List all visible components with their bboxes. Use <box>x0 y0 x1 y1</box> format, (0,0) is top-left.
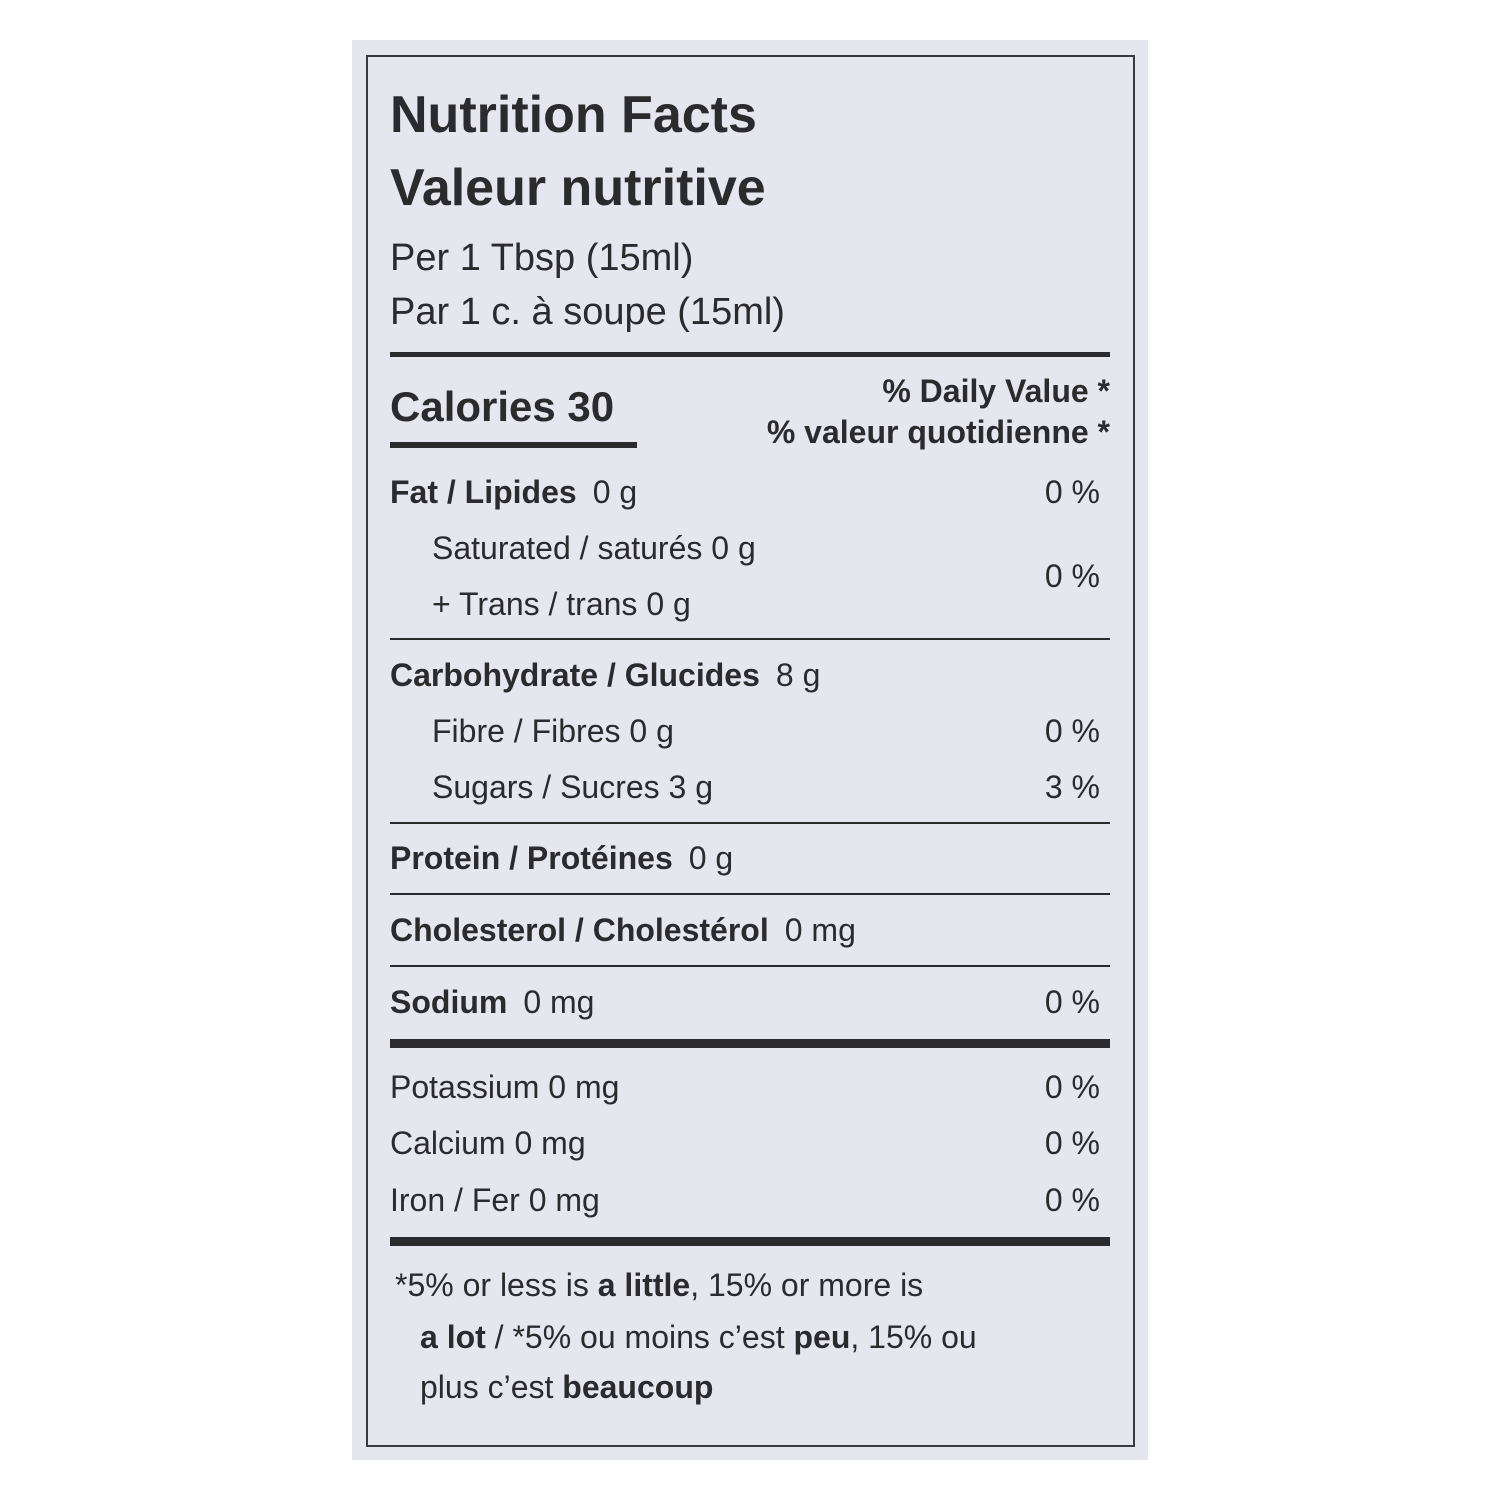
serving: Per 1 Tbsp (15ml) <box>390 237 694 279</box>
nutrient: Calcium 0 mg <box>390 1125 586 1161</box>
nutrient: Iron / Fer 0 mg <box>390 1182 600 1218</box>
nutrient-amount: 0 mg <box>523 984 595 1020</box>
title: Nutrition Facts <box>390 86 757 144</box>
nutrient: Potassium 0 mg <box>390 1069 620 1105</box>
footnote-line: *5% or less is a little, 15% or more is <box>395 1269 923 1301</box>
nutrient-name: Protein / Protéines <box>390 840 673 876</box>
rule <box>390 1237 1110 1246</box>
daily-value: 0 % <box>1044 984 1100 1020</box>
rule <box>390 638 1110 640</box>
nutrient-amount: 0 g <box>688 840 734 876</box>
nutrient-name: Cholesterol / Cholestérol <box>390 912 769 948</box>
label-frame <box>366 55 1135 1447</box>
footnote-text: *5% or less is <box>395 1267 598 1303</box>
title-fr: Valeur nutritive <box>390 159 766 217</box>
footnote-text: / *5% ou moins c’est <box>485 1319 794 1355</box>
rule <box>390 893 1110 895</box>
daily-value-header: % Daily Value * <box>882 373 1110 409</box>
daily-value: 0 % <box>1044 1125 1100 1161</box>
nutrient-amount: 0 mg <box>784 912 856 948</box>
footnote-text: beaucoup <box>562 1369 714 1405</box>
calories: Calories 30 <box>390 383 615 430</box>
daily-value: 0 % <box>1044 1069 1100 1105</box>
rule <box>390 1039 1110 1048</box>
daily-value: 0 % <box>1044 474 1100 510</box>
footnote-text: peu <box>793 1319 851 1355</box>
daily-value: 3 % <box>1044 769 1100 805</box>
footnote-text: a lot <box>420 1319 486 1355</box>
nutrient-name: Fat / Lipides <box>390 474 577 510</box>
footnote-text: , 15% or more is <box>690 1267 924 1303</box>
nutrient: Sugars / Sucres 3 g <box>432 769 714 805</box>
label-background <box>352 40 1148 1460</box>
daily-value: 0 % <box>1044 558 1100 594</box>
footnote-text: plus c’est <box>420 1369 563 1405</box>
nutrient-amount: 0 g <box>592 474 638 510</box>
rule <box>390 822 1110 824</box>
nutrient: Saturated / saturés 0 g <box>432 530 756 566</box>
nutrient: Sodium 0 mg <box>390 986 594 1018</box>
nutrient: Cholesterol / Cholestérol 0 mg <box>390 914 856 946</box>
footnote-line: plus c’est beaucoup <box>420 1371 713 1403</box>
footnote-text: , 15% ou <box>850 1319 977 1355</box>
nutrient: Fibre / Fibres 0 g <box>432 713 674 749</box>
nutrient-name: Sodium <box>390 984 508 1020</box>
rule <box>390 965 1110 967</box>
footnote-line: a lot / *5% ou moins c’est peu, 15% ou <box>420 1321 977 1353</box>
footnote-text: a little <box>597 1267 691 1303</box>
daily-value: 0 % <box>1044 713 1100 749</box>
daily-value-header-fr: % valeur quotidienne * <box>766 414 1110 450</box>
daily-value: 0 % <box>1044 1182 1100 1218</box>
nutrient-name: Carbohydrate / Glucides <box>390 657 760 693</box>
nutrient: + Trans / trans 0 g <box>432 586 691 622</box>
serving-fr: Par 1 c. à soupe (15ml) <box>390 291 785 333</box>
calories-underline <box>390 442 637 448</box>
nutrient: Protein / Protéines 0 g <box>390 842 733 874</box>
nutrient-amount: 8 g <box>775 657 821 693</box>
nutrient: Fat / Lipides 0 g <box>390 476 637 508</box>
rule <box>390 352 1110 357</box>
nutrient: Carbohydrate / Glucides 8 g <box>390 659 820 691</box>
